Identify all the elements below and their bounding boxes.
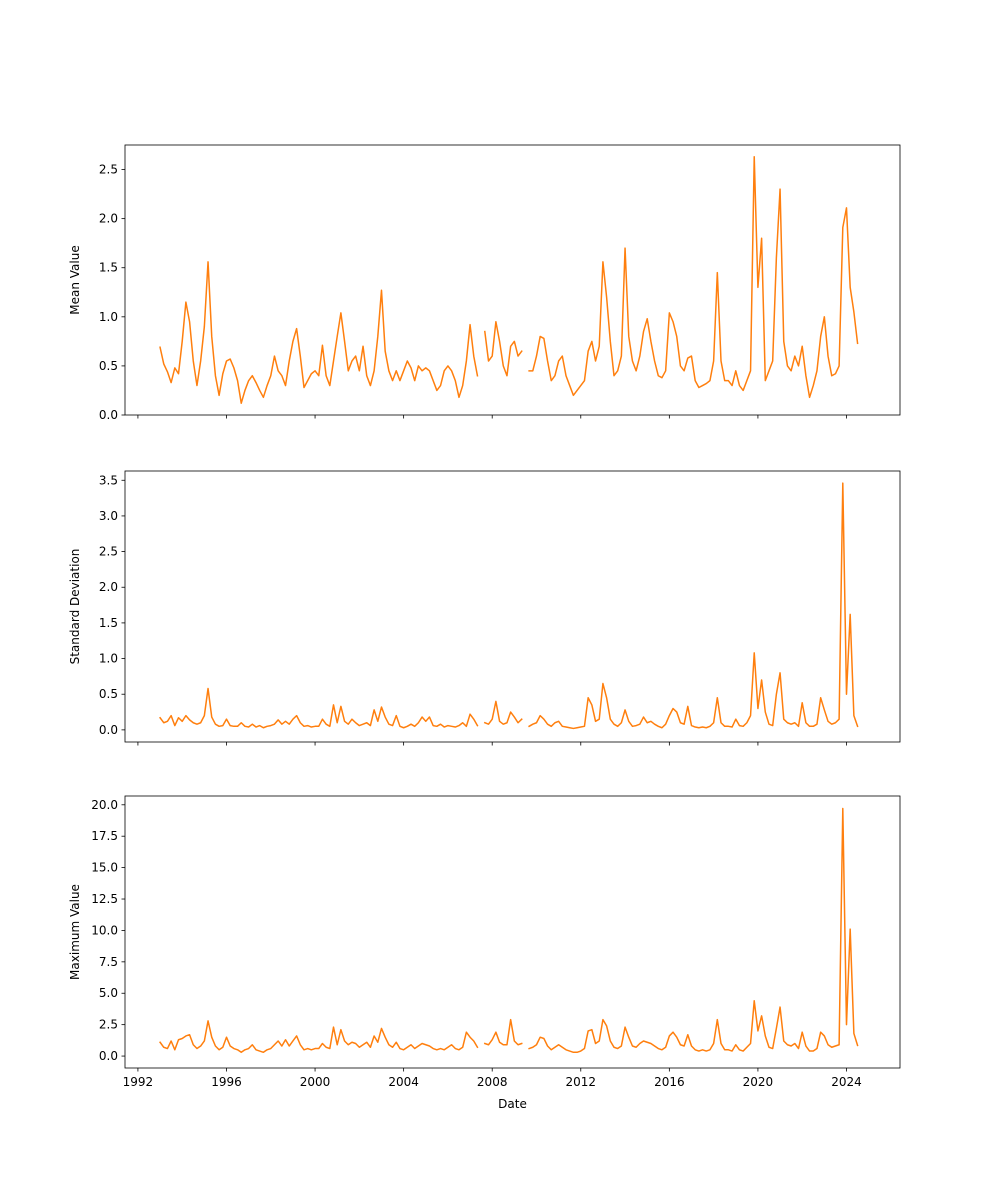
mean-value-panel: 0.0 0.5 1.0 1.5 2.0 2.5 Mean Value: [68, 144, 901, 422]
y-tick-label: 7.5: [99, 955, 118, 969]
x-tick-label: 2000: [300, 1075, 331, 1089]
y-tick-label: 10.0: [91, 923, 118, 937]
y-tick-label: 0.5: [99, 359, 118, 373]
y-tick-label: 2.5: [99, 545, 118, 559]
y-tick-label: 17.5: [91, 829, 118, 843]
y-tick-label: 15.0: [91, 861, 118, 875]
y-tick-label: 2.5: [99, 1018, 118, 1032]
x-tick-label: 2008: [477, 1075, 508, 1089]
maximum-value-axes-frame: [124, 795, 901, 1069]
x-tick-label: 2024: [831, 1075, 862, 1089]
x-axis-label: Date: [498, 1097, 527, 1111]
mean-value-axes-frame: [124, 144, 901, 416]
x-tick-label: 2016: [654, 1075, 685, 1089]
standard-deviation-y-axis-label: Standard Deviation: [68, 549, 82, 665]
mean-value-series-line: [159, 156, 859, 404]
x-tick-label: 2020: [743, 1075, 774, 1089]
y-tick-label: 20.0: [91, 798, 118, 812]
y-tick-label: 3.0: [99, 509, 118, 523]
y-tick-label: 2.0: [99, 212, 118, 226]
standard-deviation-series-line: [159, 482, 859, 730]
x-tick-label: 1996: [211, 1075, 242, 1089]
maximum-value-panel: 0.0 2.5 5.0 7.5 10.0 12.5 15.0 17.5 20.0 1992 1996…: [68, 795, 901, 1111]
y-tick-label: 2.5: [99, 163, 118, 177]
y-tick-label: 1.0: [99, 652, 118, 666]
y-tick-label: 3.5: [99, 473, 118, 487]
y-tick-label: 0.0: [99, 1049, 118, 1063]
y-tick-label: 5.0: [99, 986, 118, 1000]
mean-value-y-axis-label: Mean Value: [68, 245, 82, 314]
y-tick-label: 1.5: [99, 616, 118, 630]
x-tick-label: 1992: [123, 1075, 154, 1089]
maximum-value-series-line: [159, 807, 859, 1054]
y-tick-label: 0.5: [99, 687, 118, 701]
y-tick-label: 12.5: [91, 892, 118, 906]
x-tick-label: 2004: [388, 1075, 419, 1089]
y-tick-label: 0.0: [99, 723, 118, 737]
maximum-value-y-axis-label: Maximum Value: [68, 884, 82, 980]
y-tick-label: 1.0: [99, 310, 118, 324]
y-tick-label: 2.0: [99, 580, 118, 594]
x-tick-label: 2012: [566, 1075, 597, 1089]
standard-deviation-axes-frame: [124, 470, 901, 743]
standard-deviation-panel: 0.0 0.5 1.0 1.5 2.0 2.5 3.0 3.5 Standard Deviati…: [68, 470, 901, 746]
y-tick-label: 0.0: [99, 408, 118, 422]
y-tick-label: 1.5: [99, 261, 118, 275]
